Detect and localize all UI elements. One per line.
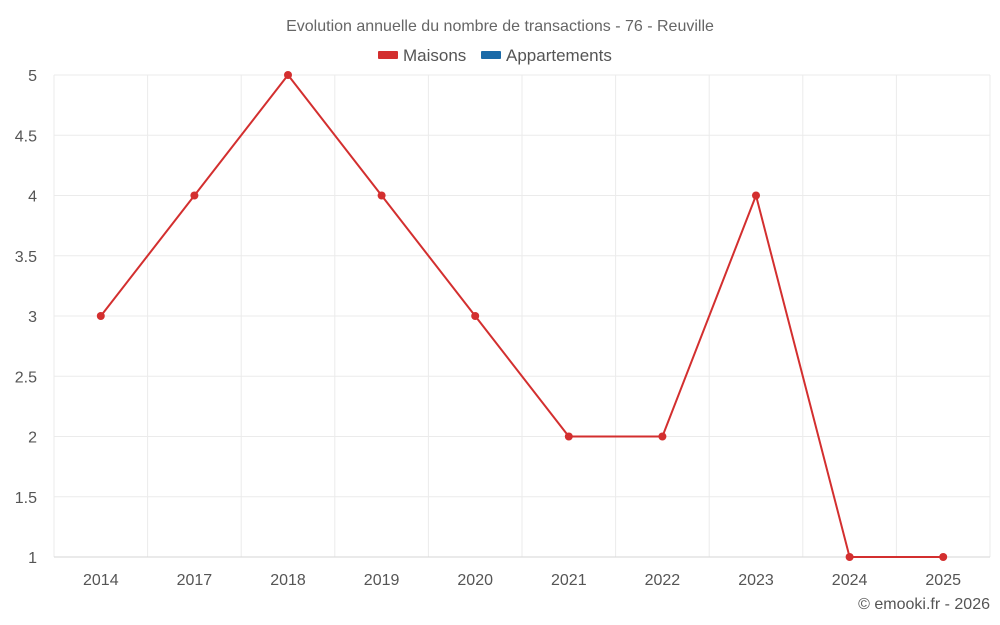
y-tick-label: 2 bbox=[28, 430, 37, 447]
x-tick-label: 2023 bbox=[738, 572, 774, 589]
x-tick-label: 2025 bbox=[925, 572, 961, 589]
data-point-maisons[interactable] bbox=[939, 553, 948, 561]
data-point-maisons[interactable] bbox=[284, 71, 292, 79]
x-tick-label: 2019 bbox=[364, 572, 400, 589]
x-tick-label: 2021 bbox=[551, 572, 587, 589]
legend: Maisons Appartements bbox=[378, 46, 612, 65]
x-tick-label: 2018 bbox=[270, 572, 306, 589]
data-point-maisons[interactable] bbox=[96, 312, 105, 320]
y-tick-label: 1.5 bbox=[15, 490, 37, 507]
data-point-maisons[interactable] bbox=[377, 191, 386, 200]
y-tick-label: 2.5 bbox=[15, 369, 37, 386]
y-tick-label: 1 bbox=[28, 550, 37, 567]
data-point-maisons[interactable] bbox=[471, 312, 480, 320]
data-point-maisons[interactable] bbox=[752, 191, 760, 200]
grid bbox=[53, 74, 991, 557]
y-tick-label: 5 bbox=[28, 68, 37, 85]
data-point-maisons[interactable] bbox=[190, 191, 199, 200]
data-point-maisons[interactable] bbox=[845, 553, 854, 561]
series-line-maisons bbox=[100, 74, 944, 558]
x-tick-label: 2014 bbox=[83, 572, 119, 589]
series-maisons bbox=[96, 71, 948, 561]
legend-swatch-appartements[interactable] bbox=[481, 51, 501, 59]
x-tick-label: 2017 bbox=[177, 572, 213, 589]
y-tick-label: 4.5 bbox=[15, 128, 37, 145]
legend-swatch-maisons[interactable] bbox=[378, 51, 398, 59]
axes: 1 1.5 2 2.5 3 3.5 4 4.5 5 2014 2017 2018 2019 2020 202… bbox=[15, 68, 990, 589]
y-tick-label: 3 bbox=[28, 309, 37, 326]
credit-text: © emooki.fr - 2026 bbox=[858, 596, 990, 613]
legend-label-appartements[interactable]: Appartements bbox=[506, 46, 612, 65]
x-tick-label: 2022 bbox=[645, 572, 681, 589]
y-tick-label: 4 bbox=[28, 189, 37, 206]
legend-label-maisons[interactable]: Maisons bbox=[403, 46, 466, 65]
chart-title: Evolution annuelle du nombre de transact… bbox=[286, 18, 714, 35]
data-point-maisons[interactable] bbox=[658, 432, 667, 441]
data-point-maisons[interactable] bbox=[564, 432, 573, 441]
y-tick-label: 3.5 bbox=[15, 249, 37, 266]
x-tick-label: 2024 bbox=[832, 572, 868, 589]
x-tick-label: 2020 bbox=[457, 572, 493, 589]
